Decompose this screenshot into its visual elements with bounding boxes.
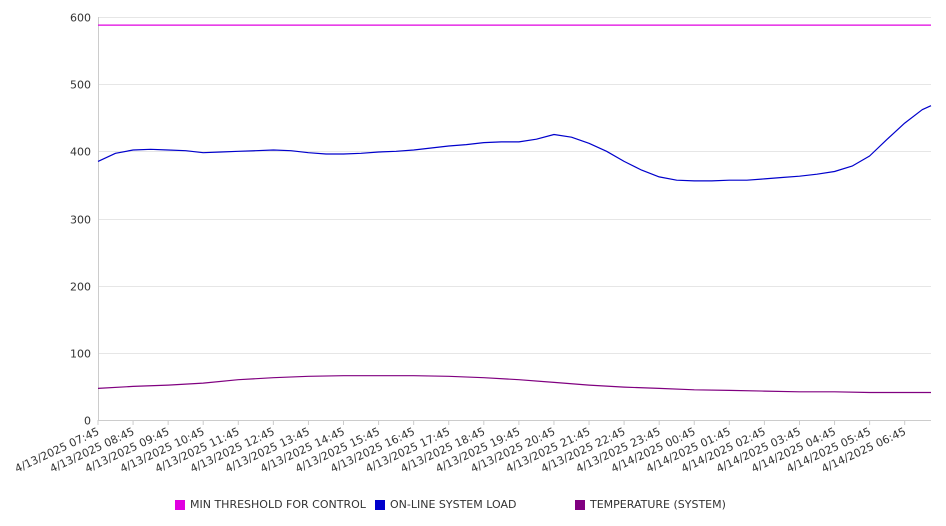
y-tick-label: 200 — [70, 281, 91, 294]
series-lines — [97, 24, 932, 394]
y-tick-label: 400 — [70, 146, 91, 159]
legend-item-system-load[interactable]: ON-LINE SYSTEM LOAD — [375, 498, 516, 511]
legend-label-system-load: ON-LINE SYSTEM LOAD — [390, 498, 517, 511]
legend-swatch-temperature — [575, 499, 585, 510]
y-axis-tick-labels: 0 100 200 300 400 500 600 — [70, 12, 91, 428]
legend-item-temperature[interactable]: TEMPERATURE (SYSTEM) — [575, 498, 726, 511]
axes — [97, 17, 931, 425]
y-tick-label: 0 — [84, 415, 91, 428]
y-tick-label: 500 — [70, 79, 91, 92]
x-axis-tick-labels: 4/13/2025 07:454/13/2025 08:454/13/2025 … — [13, 425, 908, 475]
legend-item-min-threshold[interactable]: MIN THRESHOLD FOR CONTROL — [175, 498, 366, 511]
y-tick-label: 600 — [70, 12, 91, 25]
legend-label-min-threshold: MIN THRESHOLD FOR CONTROL — [190, 498, 366, 511]
y-tick-label: 300 — [70, 214, 91, 227]
temperature-line — [97, 375, 931, 394]
y-tick-label: 100 — [70, 348, 91, 361]
legend-swatch-system-load — [375, 499, 385, 510]
system-load-line — [97, 105, 932, 182]
legend-swatch-min-threshold — [175, 499, 185, 510]
grid-lines — [98, 17, 931, 354]
legend-label-temperature: TEMPERATURE (SYSTEM) — [590, 498, 726, 511]
chart-legend: MIN THRESHOLD FOR CONTROL ON-LINE SYSTEM… — [0, 498, 946, 514]
